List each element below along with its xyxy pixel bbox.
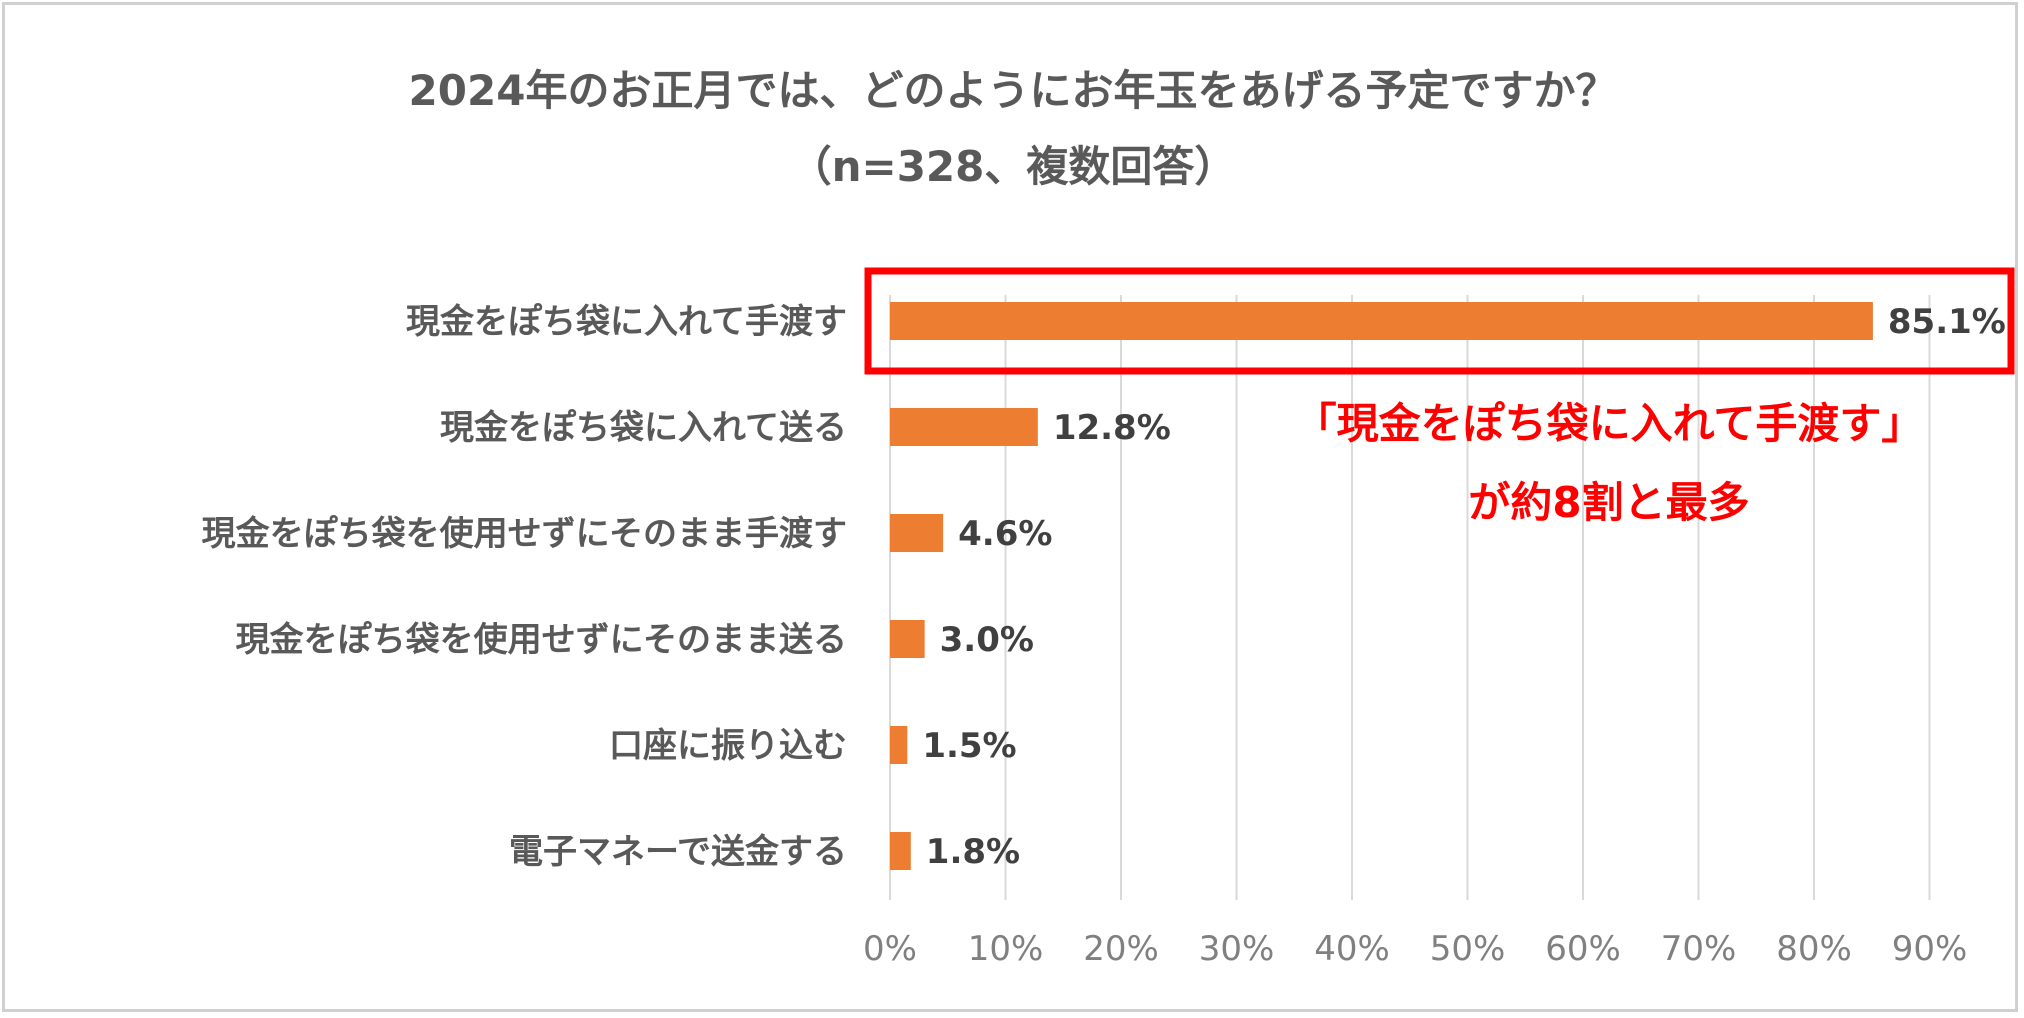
chart-svg: 2024年のお正月では、どのようにお年玉をあげる予定ですか？ （n=328、複数… bbox=[202, 66, 2015, 969]
highlight-box bbox=[864, 267, 2015, 375]
chart-subtitle: （n=328、複数回答） bbox=[790, 142, 1237, 191]
annotation-line2: が約8割と最多 bbox=[1468, 478, 1749, 527]
x-tick-labels: 0% 10% 20% 30% 40% 50% 60% 70% 80% 90% bbox=[863, 929, 1967, 969]
category-label: 現金をぽち袋に入れて送る bbox=[440, 408, 847, 448]
bar bbox=[890, 726, 908, 764]
bar bbox=[890, 832, 911, 870]
annotation-line1: 「現金をぽち袋に入れて手渡す」 bbox=[1295, 399, 1924, 448]
x-tick-label: 80% bbox=[1776, 929, 1852, 969]
x-tick-label: 30% bbox=[1199, 929, 1275, 969]
value-label: 12.8% bbox=[1053, 408, 1171, 448]
category-label: 口座に振り込む bbox=[609, 726, 847, 766]
value-label: 1.8% bbox=[926, 832, 1020, 872]
category-label: 現金をぽち袋に入れて手渡す bbox=[406, 302, 847, 342]
x-tick-label: 90% bbox=[1892, 929, 1968, 969]
x-tick-label: 60% bbox=[1545, 929, 1621, 969]
category-label: 現金をぽち袋を使用せずにそのまま送る bbox=[236, 620, 847, 660]
gridlines bbox=[889, 295, 1931, 900]
value-labels: 85.1% 12.8% 4.6% 3.0% 1.5% 1.8% bbox=[922, 302, 2006, 872]
x-tick-label: 0% bbox=[863, 929, 917, 969]
x-tick-label: 20% bbox=[1083, 929, 1159, 969]
chart-title: 2024年のお正月では、どのようにお年玉をあげる予定ですか？ bbox=[409, 66, 1618, 115]
bar bbox=[890, 302, 1873, 340]
bar bbox=[890, 514, 944, 552]
value-label: 3.0% bbox=[940, 620, 1034, 660]
value-label: 1.5% bbox=[922, 726, 1016, 766]
bars bbox=[890, 302, 1873, 870]
x-tick-label: 70% bbox=[1661, 929, 1737, 969]
value-label: 85.1% bbox=[1888, 302, 2006, 342]
bar bbox=[890, 620, 925, 658]
category-labels: 現金をぽち袋に入れて手渡す現金をぽち袋に入れて送る現金をぽち袋を使用せずにそのま… bbox=[202, 302, 847, 872]
x-tick-label: 10% bbox=[968, 929, 1044, 969]
category-label: 現金をぽち袋を使用せずにそのまま手渡す bbox=[202, 514, 847, 554]
x-tick-label: 40% bbox=[1314, 929, 1390, 969]
value-label: 4.6% bbox=[958, 514, 1052, 554]
x-tick-label: 50% bbox=[1430, 929, 1506, 969]
bar bbox=[890, 408, 1038, 446]
category-label: 電子マネーで送金する bbox=[509, 832, 847, 872]
